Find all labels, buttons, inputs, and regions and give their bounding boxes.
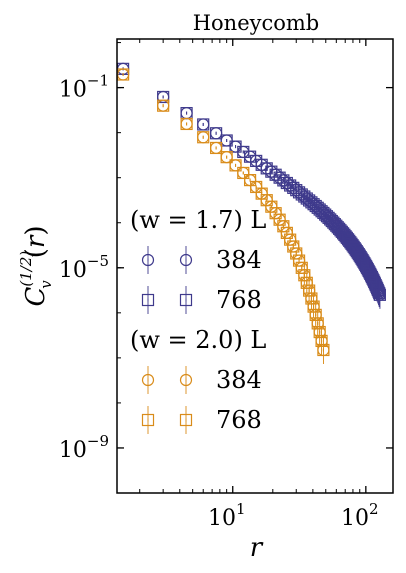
data-point [300,272,313,294]
legend-entry: 768 [141,286,262,314]
data-point [237,166,250,180]
data-point [303,279,316,302]
legend-header: (w = 2.0) L [130,326,266,354]
data-point [315,327,328,355]
data-point [298,265,311,286]
legend: (w = 1.7) L 384 768 (w = 2.0) L 384 768 [130,206,266,434]
data-point [220,151,233,164]
data-point [317,335,330,364]
chart-title: Honeycomb [193,11,320,35]
svg-text:C(1/2)v(r): C(1/2) v(r) [17,226,55,307]
data-point [305,287,318,310]
data-point [311,310,324,337]
x-axis-ticks: 101 102 [139,39,379,531]
plot-frame [116,38,394,494]
data-point [260,162,273,175]
data-point [373,279,386,307]
legend-label: 768 [216,406,262,434]
data-point [237,145,250,159]
y-tick-label: 10−1 [59,72,109,103]
data-point [157,99,170,112]
data-point [210,141,223,155]
data-point [210,127,223,140]
legend-entry: 384 [141,246,262,274]
data-point [309,302,322,328]
data-point [229,159,242,172]
legend-label: 384 [216,366,262,394]
legend-label: 384 [216,246,262,274]
y-tick-label: 10−5 [59,252,109,283]
data-point [295,261,308,274]
data-point [157,90,170,104]
data-point [197,118,210,131]
legend-entry: 768 [141,406,262,434]
data-point [197,131,210,144]
plot-area [117,62,386,364]
x-axis-label: r [250,533,264,563]
y-axis-ticks: 10−1 10−5 10−9 [59,42,393,494]
data-point [220,134,233,147]
legend-header: (w = 1.7) L [130,206,266,234]
data-point [313,318,326,346]
legend-label: 768 [216,286,262,314]
data-point [280,176,293,190]
data-point [373,280,386,309]
y-axis-label: C(1/2) v(r) [17,226,55,307]
data-point [292,254,306,267]
y-tick-label: 10−9 [59,432,109,463]
legend-entry: 384 [141,366,262,394]
x-tick-label: 101 [208,500,246,531]
data-point [290,247,303,260]
data-point [180,117,193,131]
data-points [117,62,386,364]
x-tick-label: 102 [341,500,379,531]
data-point [307,294,320,319]
